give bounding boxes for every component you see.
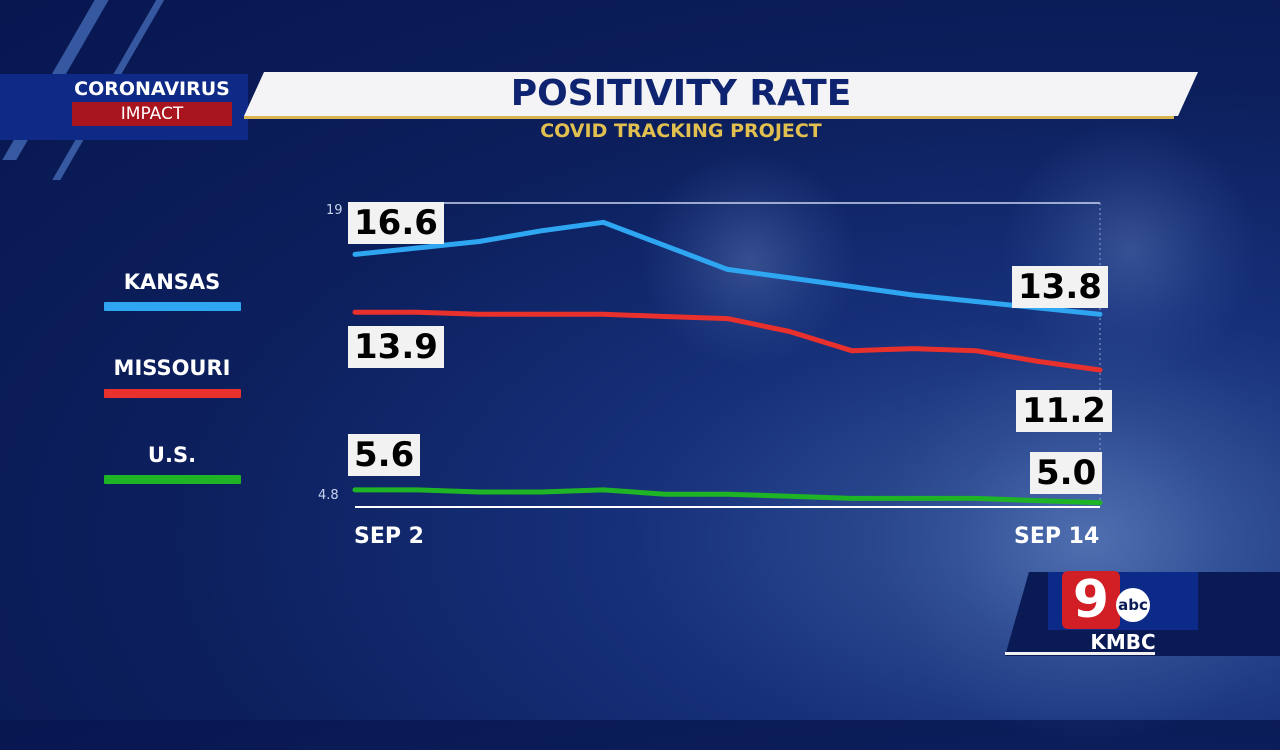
- y-axis-max-label: 19: [326, 203, 343, 218]
- series-line-kansas: [352, 219, 1103, 317]
- y-axis-min-label: 4.8: [318, 488, 339, 503]
- title-underline: [244, 116, 1174, 119]
- channel-number: 9: [1072, 570, 1110, 630]
- station-call-letters: KMBC: [1090, 630, 1156, 654]
- legend-label-us: U.S.: [147, 443, 197, 467]
- x-axis-start-label: SEP 2: [354, 524, 424, 549]
- legend-label-kansas: KANSAS: [123, 270, 221, 294]
- abc-network-logo: abc: [1116, 588, 1150, 622]
- missouri-start-label: 13.9: [348, 326, 444, 368]
- virus-background-graphic: [640, 150, 860, 370]
- x-axis-end-label: SEP 14: [1014, 524, 1100, 549]
- legend-swatch-missouri: [104, 389, 241, 398]
- virus-background-graphic: [1000, 120, 1260, 380]
- kansas-start-label: 16.6: [348, 202, 444, 244]
- series-line-u-s: [352, 487, 1103, 506]
- kansas-end-label: 13.8: [1012, 266, 1108, 308]
- missouri-end-label: 11.2: [1016, 390, 1112, 432]
- title-bar: [244, 72, 1198, 116]
- line-chart: [352, 202, 1103, 508]
- topic-tag-subtitle: IMPACT: [72, 102, 232, 126]
- us-start-label: 5.6: [348, 434, 421, 476]
- chart-subtitle: COVID TRACKING PROJECT: [540, 120, 822, 142]
- legend-swatch-us: [104, 475, 241, 484]
- station-underline: [1005, 652, 1155, 655]
- legend-swatch-kansas: [104, 302, 241, 311]
- channel-9-logo: [1062, 571, 1120, 629]
- topic-tag-title: CORONAVIRUS: [74, 78, 230, 100]
- us-end-label: 5.0: [1030, 452, 1103, 494]
- series-line-missouri: [352, 309, 1103, 373]
- chart-title: POSITIVITY RATE: [510, 73, 852, 114]
- legend-label-missouri: MISSOURI: [113, 356, 231, 380]
